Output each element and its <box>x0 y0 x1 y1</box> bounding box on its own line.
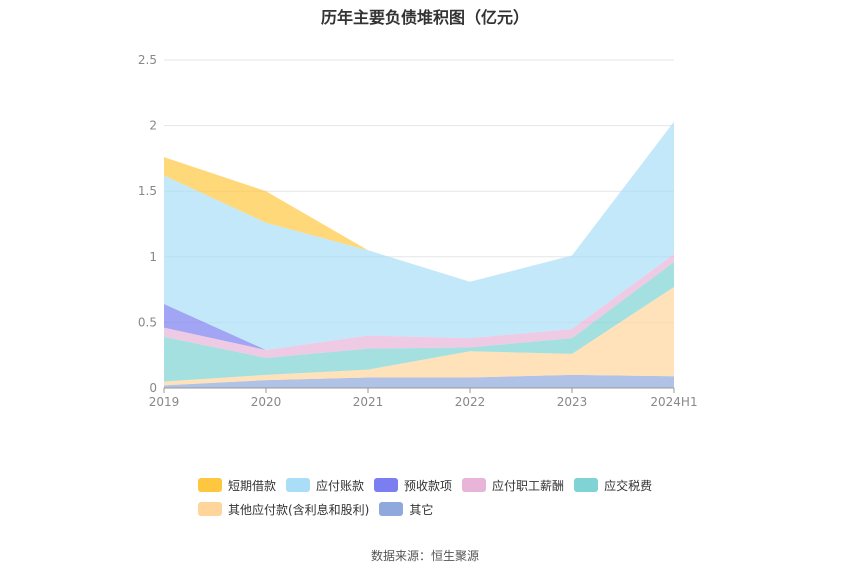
stacked-area-chart: 0 0.5 1 1.5 2 2.5 2019 2020 2021 2022 2023 2024H1 <box>138 53 698 409</box>
legend-swatch <box>574 478 599 492</box>
y-tick-label: 1 <box>149 250 157 264</box>
y-tick-label: 2 <box>149 119 157 133</box>
legend-label: 应交税费 <box>604 478 653 493</box>
legend-label: 应付账款 <box>316 478 365 493</box>
area-series <box>164 374 674 388</box>
legend-swatch <box>462 478 487 492</box>
y-tick-label: 0.5 <box>138 315 157 329</box>
chart-legend: 短期借款 应付账款 预收款项 应付职工薪酬 应交税费 其他应付款(含利息和股利)… <box>198 473 678 521</box>
legend-item[interactable]: 应付职工薪酬 <box>462 477 564 494</box>
y-tick-label: 1.5 <box>138 184 157 198</box>
area-series <box>164 121 674 282</box>
legend-item[interactable]: 应付账款 <box>286 477 364 494</box>
legend-label: 应付职工薪酬 <box>492 478 565 493</box>
legend-swatch <box>198 478 222 492</box>
legend-swatch <box>286 478 311 492</box>
x-tick-label: 2022 <box>455 395 486 409</box>
legend-label: 其他应付款(含利息和股利) <box>228 502 370 517</box>
legend-item[interactable]: 预收款项 <box>374 477 452 494</box>
legend-row-2: 其他应付款(含利息和股利) 其它 <box>198 497 678 521</box>
chart-title: 历年主要负债堆积图（亿元） <box>320 8 529 27</box>
area-series <box>164 254 674 358</box>
x-tick-label: 2024H1 <box>650 395 697 409</box>
area-series <box>164 262 674 382</box>
y-tick-label: 2.5 <box>138 53 157 67</box>
legend-swatch <box>374 478 399 492</box>
area-series <box>164 121 674 350</box>
legend-label: 短期借款 <box>228 478 277 493</box>
legend-item[interactable]: 应交税费 <box>574 477 652 494</box>
x-tick-label: 2020 <box>251 395 282 409</box>
x-tick-label: 2019 <box>149 395 180 409</box>
legend-label: 其它 <box>409 502 434 517</box>
area-series <box>164 286 674 386</box>
legend-item[interactable]: 其他应付款(含利息和股利) <box>198 501 369 518</box>
legend-row-1: 短期借款 应付账款 预收款项 应付职工薪酬 应交税费 <box>198 473 678 497</box>
x-tick-label: 2023 <box>557 395 588 409</box>
legend-item[interactable]: 短期借款 <box>198 477 276 494</box>
legend-swatch <box>379 502 404 516</box>
legend-item[interactable]: 其它 <box>379 501 433 518</box>
legend-swatch <box>198 502 222 516</box>
data-source: 数据来源：恒生聚源 <box>370 549 479 563</box>
y-tick-label: 0 <box>149 381 157 395</box>
x-tick-label: 2021 <box>353 395 384 409</box>
legend-label: 预收款项 <box>404 478 453 493</box>
